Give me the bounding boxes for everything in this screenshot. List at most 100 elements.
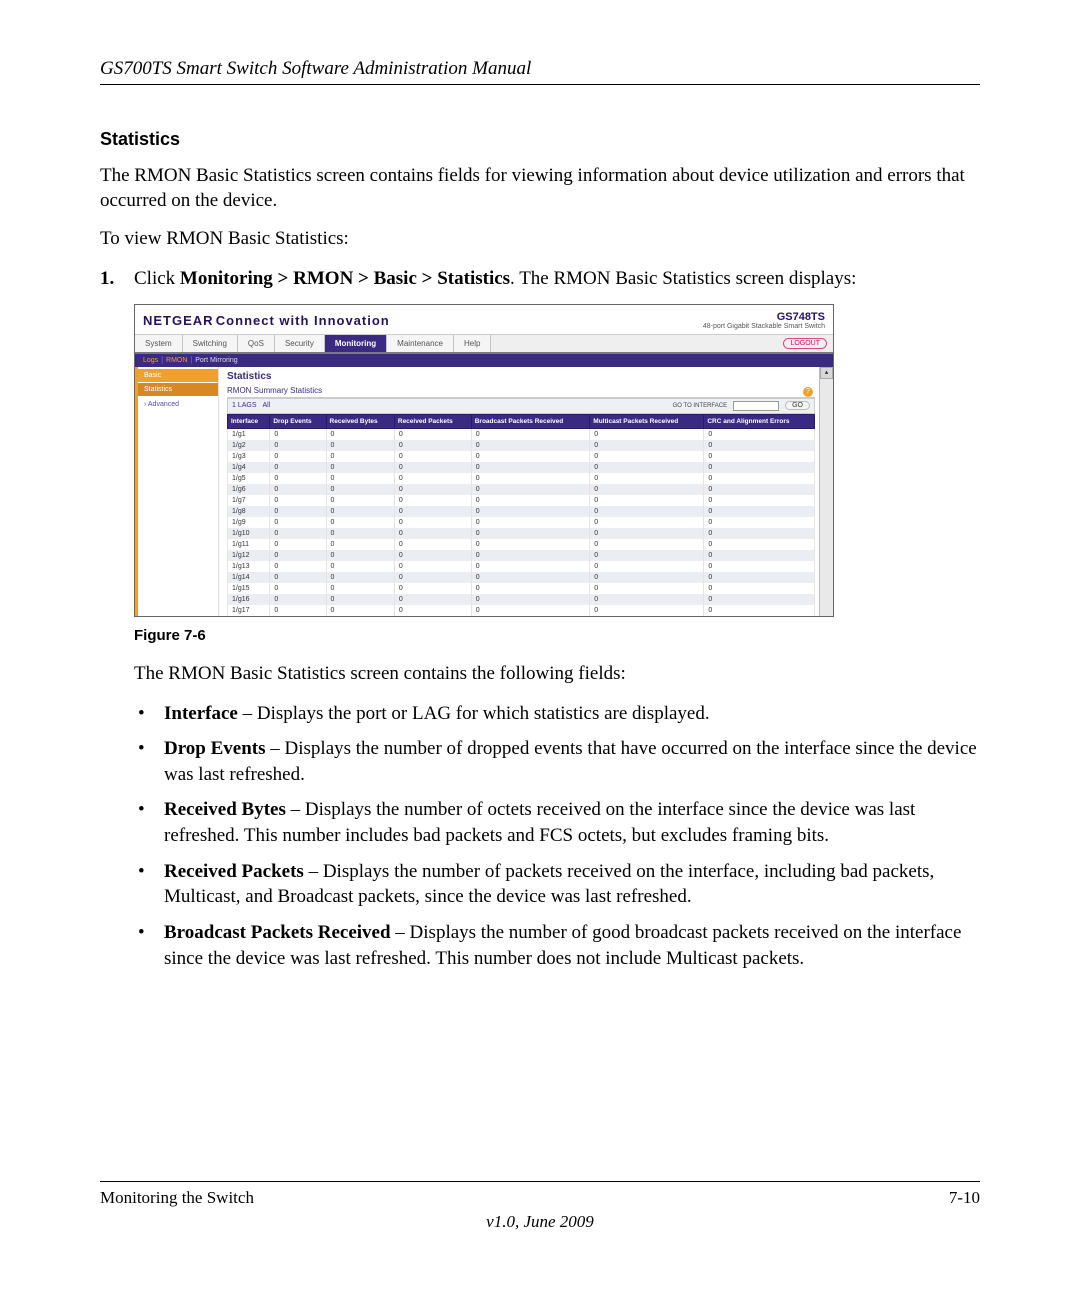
- table-cell: 0: [270, 462, 326, 473]
- stats-table: InterfaceDrop EventsReceived BytesReceiv…: [227, 414, 815, 616]
- table-row[interactable]: 1/g10000000: [228, 528, 815, 539]
- table-cell: 0: [704, 517, 815, 528]
- table-cell: 0: [326, 517, 394, 528]
- table-cell: 0: [270, 594, 326, 605]
- col-header: Interface: [228, 414, 270, 428]
- table-row[interactable]: 1/g5000000: [228, 473, 815, 484]
- scroll-up-icon[interactable]: ▴: [820, 367, 833, 379]
- help-icon[interactable]: ?: [803, 387, 813, 397]
- go-button[interactable]: GO: [785, 401, 810, 410]
- table-cell: 1/g15: [228, 583, 270, 594]
- table-row[interactable]: 1/g14000000: [228, 572, 815, 583]
- table-cell: 0: [590, 484, 704, 495]
- table-cell: 1/g1: [228, 428, 270, 440]
- table-cell: 0: [590, 550, 704, 561]
- table-cell: 0: [704, 440, 815, 451]
- table-row[interactable]: 1/g17000000: [228, 605, 815, 616]
- table-cell: 0: [590, 506, 704, 517]
- table-row[interactable]: 1/g2000000: [228, 440, 815, 451]
- submenu-rmon[interactable]: RMON: [166, 357, 187, 364]
- logout-button[interactable]: LOGOUT: [783, 338, 827, 349]
- menu-qos[interactable]: QoS: [238, 335, 275, 352]
- table-cell: 0: [704, 451, 815, 462]
- model-number: GS748TS: [703, 311, 825, 323]
- table-cell: 0: [270, 605, 326, 616]
- panel-subtitle: RMON Summary Statistics: [227, 386, 815, 398]
- table-cell: 0: [471, 484, 590, 495]
- table-row[interactable]: 1/g9000000: [228, 517, 815, 528]
- table-cell: 0: [471, 517, 590, 528]
- submenu-port-mirroring[interactable]: Port Mirroring: [195, 357, 237, 364]
- table-cell: 0: [704, 594, 815, 605]
- table-cell: 1/g8: [228, 506, 270, 517]
- table-row[interactable]: 1/g1000000: [228, 428, 815, 440]
- table-row[interactable]: 1/g16000000: [228, 594, 815, 605]
- table-row[interactable]: 1/g4000000: [228, 462, 815, 473]
- left-statistics[interactable]: Statistics: [138, 383, 218, 396]
- main-menu: SystemSwitchingQoSSecurityMonitoringMain…: [135, 335, 833, 354]
- table-row[interactable]: 1/g11000000: [228, 539, 815, 550]
- fields-intro: The RMON Basic Statistics screen contain…: [134, 662, 980, 687]
- table-cell: 0: [590, 561, 704, 572]
- table-cell: 0: [471, 561, 590, 572]
- table-cell: 0: [394, 594, 471, 605]
- all-selector[interactable]: All: [263, 402, 271, 409]
- table-cell: 0: [471, 506, 590, 517]
- table-cell: 0: [394, 583, 471, 594]
- table-cell: 0: [326, 484, 394, 495]
- field-item: Received Bytes – Displays the number of …: [134, 797, 980, 848]
- menu-help[interactable]: Help: [454, 335, 491, 352]
- table-cell: 0: [270, 528, 326, 539]
- table-cell: 1/g6: [228, 484, 270, 495]
- left-advanced[interactable]: › Advanced: [138, 397, 218, 412]
- field-item: Drop Events – Displays the number of dro…: [134, 736, 980, 787]
- menu-system[interactable]: System: [135, 335, 183, 352]
- field-item: Interface – Displays the port or LAG for…: [134, 701, 980, 727]
- table-cell: 0: [326, 561, 394, 572]
- main-panel: Statistics RMON Summary Statistics ? 1 L…: [219, 367, 819, 616]
- left-basic[interactable]: Basic: [138, 369, 218, 382]
- table-cell: 0: [326, 572, 394, 583]
- goto-input[interactable]: [733, 401, 779, 411]
- table-cell: 0: [590, 528, 704, 539]
- model-desc: 48-port Gigabit Stackable Smart Switch: [703, 323, 825, 330]
- table-cell: 0: [704, 605, 815, 616]
- table-row[interactable]: 1/g12000000: [228, 550, 815, 561]
- table-row[interactable]: 1/g15000000: [228, 583, 815, 594]
- footer-left: Monitoring the Switch: [100, 1188, 254, 1208]
- figure-screenshot: NETGEAR Connect with Innovation GS748TS …: [134, 304, 980, 617]
- table-cell: 0: [704, 462, 815, 473]
- table-cell: 0: [394, 528, 471, 539]
- table-cell: 0: [270, 550, 326, 561]
- table-cell: 1/g4: [228, 462, 270, 473]
- menu-maintenance[interactable]: Maintenance: [387, 335, 454, 352]
- menu-security[interactable]: Security: [275, 335, 325, 352]
- table-cell: 0: [471, 462, 590, 473]
- table-cell: 0: [270, 428, 326, 440]
- page-header: GS700TS Smart Switch Software Administra…: [100, 58, 980, 85]
- table-row[interactable]: 1/g13000000: [228, 561, 815, 572]
- table-cell: 0: [590, 462, 704, 473]
- table-cell: 0: [471, 495, 590, 506]
- table-row[interactable]: 1/g6000000: [228, 484, 815, 495]
- table-row[interactable]: 1/g8000000: [228, 506, 815, 517]
- table-row[interactable]: 1/g3000000: [228, 451, 815, 462]
- table-cell: 0: [704, 495, 815, 506]
- table-cell: 1/g2: [228, 440, 270, 451]
- menu-monitoring[interactable]: Monitoring: [325, 335, 387, 352]
- table-cell: 0: [326, 583, 394, 594]
- table-row[interactable]: 1/g7000000: [228, 495, 815, 506]
- table-cell: 1/g5: [228, 473, 270, 484]
- submenu-logs[interactable]: Logs: [143, 357, 158, 364]
- scrollbar[interactable]: ▴: [819, 367, 833, 616]
- unit-selector[interactable]: 1 LAGS: [232, 402, 257, 409]
- table-cell: 0: [270, 506, 326, 517]
- table-cell: 0: [270, 539, 326, 550]
- table-cell: 0: [394, 561, 471, 572]
- table-cell: 0: [704, 550, 815, 561]
- field-list: Interface – Displays the port or LAG for…: [134, 701, 980, 972]
- menu-switching[interactable]: Switching: [183, 335, 238, 352]
- table-cell: 0: [590, 473, 704, 484]
- table-cell: 0: [394, 473, 471, 484]
- table-cell: 1/g9: [228, 517, 270, 528]
